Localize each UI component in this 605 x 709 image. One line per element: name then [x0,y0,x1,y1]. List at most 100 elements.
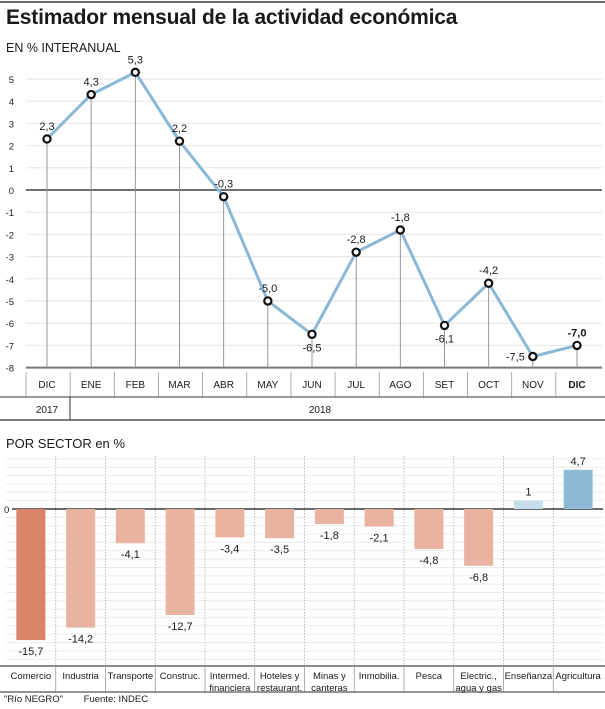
bar [464,509,494,566]
data-point [483,278,494,288]
y-tick-label: -1 [6,208,14,219]
y-tick-label: -8 [6,364,14,375]
bar [165,509,195,616]
bar [513,500,543,509]
bar [314,509,344,525]
bar-value-label: -15,7 [18,646,43,658]
bar [215,509,245,538]
data-label: -7,5 [506,352,525,364]
data-point [42,134,52,144]
x-tick-label: ENE [81,380,102,391]
bar-value-label: 1 [525,487,531,499]
category-label: Industria [62,671,99,682]
category-label: Hoteles y [260,671,300,682]
data-point [174,136,185,146]
x-tick-label: DIC [38,380,55,391]
bar-value-label: -3,4 [220,543,239,555]
data-label: -1,8 [391,212,410,224]
bar-value-label: -2,1 [370,533,389,545]
data-point [130,67,141,78]
category-label: financiera [209,683,251,694]
x-tick-label: OCT [478,380,499,391]
bar-chart-subtitle: POR SECTOR en % [6,436,125,451]
y-tick-label: -5 [6,297,14,308]
x-tick-label: MAR [168,380,190,391]
category-label: canteras [311,683,348,694]
data-point [307,329,317,339]
data-label: 2,2 [172,123,187,135]
y-tick-label: -7 [6,341,14,352]
data-label: -2,8 [347,234,366,246]
x-tick-label: ABR [213,380,234,391]
bar-value-label: -6,8 [469,572,488,584]
category-label: Pesca [416,671,443,682]
category-label: Minas y [313,671,346,682]
data-label: -6,1 [435,333,454,345]
data-point [528,351,538,362]
y-tick-label: -2 [6,230,14,241]
top-rule [0,1,605,3]
x-tick-label: JUN [302,380,321,391]
y-tick-label: 4 [9,97,14,108]
bar-value-label: -12,7 [168,621,193,633]
series-line [45,70,578,358]
bar [115,509,145,544]
year-label: 2018 [309,405,332,416]
bar [265,509,295,539]
data-label: -4,2 [479,265,498,277]
data-label: -0,3 [214,179,233,191]
data-point [572,340,582,351]
category-label: Transporte [108,671,154,682]
bar [364,509,394,527]
y-tick-label: -4 [6,275,14,286]
x-tick-label: SET [435,380,454,391]
y-tick-label: 2 [9,142,14,153]
category-label: Inmobilia. [359,671,400,682]
data-label: -7,0 [568,327,587,339]
bar-value-label: -1,8 [320,530,339,542]
category-label: agua y gas [455,683,502,694]
footer: "Río NEGRO" Fuente: INDEC [4,694,166,705]
category-label: Electric., [460,671,496,682]
category-label: restaurant. [257,683,302,694]
x-tick-label: AGO [389,380,411,391]
data-point [439,320,450,331]
x-tick-label: FEB [126,380,146,391]
data-label: -5,0 [258,283,277,295]
bar-value-label: -4,1 [121,549,140,561]
y-tick-label: 0 [9,186,14,197]
category-label: Enseñanza [505,671,553,682]
bar [414,509,444,550]
line-chart-subtitle: EN % INTERANUAL [6,41,121,55]
data-point [263,296,273,306]
category-label: Intermed. [210,671,250,682]
bar [16,509,46,641]
bar-value-label: -4,8 [419,555,438,567]
data-point [351,247,361,257]
y-tick-label: -6 [6,319,14,330]
bar [563,469,593,509]
zero-label: 0 [4,505,9,516]
bar-value-label: -3,5 [270,544,289,556]
data-label: 4,3 [84,77,99,89]
data-label: -6,5 [303,342,322,354]
x-tick-label: JUL [347,380,365,391]
x-tick-label: DIC [568,380,585,391]
y-tick-label: -3 [6,253,14,264]
footer-credit: "Río NEGRO" [4,694,64,705]
year-label: 2017 [36,405,59,416]
category-label: Comercio [11,671,52,682]
bar-value-label: -14,2 [68,634,93,646]
x-tick-label: MAY [257,380,278,391]
y-tick-label: 1 [9,164,14,175]
x-tick-label: NOV [522,380,544,391]
bar-value-label: 4,7 [570,456,585,468]
category-label: Agricultura [555,671,601,682]
y-tick-label: 3 [9,119,14,130]
data-point [218,191,229,202]
y-tick-label: 5 [9,75,14,86]
footer-source: Fuente: INDEC [83,694,149,705]
bar [66,509,96,628]
category-label: Construc. [160,671,201,682]
data-label: 5,3 [128,54,143,66]
